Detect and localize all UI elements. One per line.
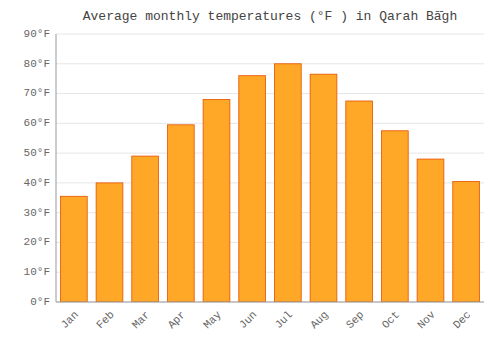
y-tick-label: 20°F xyxy=(24,236,50,248)
x-axis-line xyxy=(56,302,484,303)
y-tick-label: 70°F xyxy=(24,87,50,99)
y-tick-label: 30°F xyxy=(24,207,50,219)
x-axis: Jan Feb Mar Apr May Jun Jul Aug Sep Oct Nov Dec xyxy=(59,308,474,331)
x-tick-label: Oct xyxy=(380,309,402,331)
x-tick-label: Dec xyxy=(451,309,473,331)
grid-line xyxy=(56,153,484,154)
x-tick-label: Jan xyxy=(59,309,81,331)
bar xyxy=(381,131,408,302)
y-tick-label: 10°F xyxy=(24,266,50,278)
bar xyxy=(203,100,230,302)
y-axis: 0°F 10°F 20°F 30°F 40°F 50°F 60°F 70°F 80°F 90°F xyxy=(24,28,50,308)
chart-container: 0°F 10°F 20°F 30°F 40°F 50°F 60°F 70°F 80°F 90°F J… xyxy=(0,0,500,350)
y-tick-label: 90°F xyxy=(24,28,50,40)
x-tick-label: Feb xyxy=(94,309,116,331)
grid-line xyxy=(56,63,484,64)
x-tick-label: Jul xyxy=(273,309,295,331)
x-tick-label: Nov xyxy=(415,308,438,331)
bar xyxy=(274,64,301,302)
grid-line xyxy=(56,123,484,124)
bar xyxy=(96,183,123,302)
chart: 0°F 10°F 20°F 30°F 40°F 50°F 60°F 70°F 80°F 90°F J… xyxy=(0,0,500,350)
y-tick-label: 0°F xyxy=(30,296,50,308)
bar xyxy=(167,125,194,302)
x-tick-label: Aug xyxy=(308,309,330,331)
bar xyxy=(60,196,87,302)
title: Average monthly temperatures (°F ) in Qa… xyxy=(83,9,457,24)
bar xyxy=(346,101,373,302)
bar xyxy=(239,76,266,302)
grid-line xyxy=(56,302,484,303)
y-tick-label: 40°F xyxy=(24,177,50,189)
grid-line xyxy=(56,34,484,35)
bars xyxy=(60,64,479,302)
y-tick-label: 60°F xyxy=(24,117,50,129)
x-tick-label: Mar xyxy=(130,309,152,331)
x-tick-label: May xyxy=(201,308,224,331)
bar xyxy=(453,181,480,302)
bar xyxy=(310,74,337,302)
y-tick-label: 80°F xyxy=(24,58,50,70)
y-tick-label: 50°F xyxy=(24,147,50,159)
x-tick-label: Apr xyxy=(166,309,188,331)
grid-line xyxy=(56,93,484,94)
x-tick-label: Jun xyxy=(237,309,259,331)
x-tick-label: Sep xyxy=(344,309,366,331)
bar xyxy=(417,159,444,302)
bar xyxy=(132,156,159,302)
y-grid xyxy=(56,34,484,302)
y-axis-line xyxy=(56,34,57,302)
